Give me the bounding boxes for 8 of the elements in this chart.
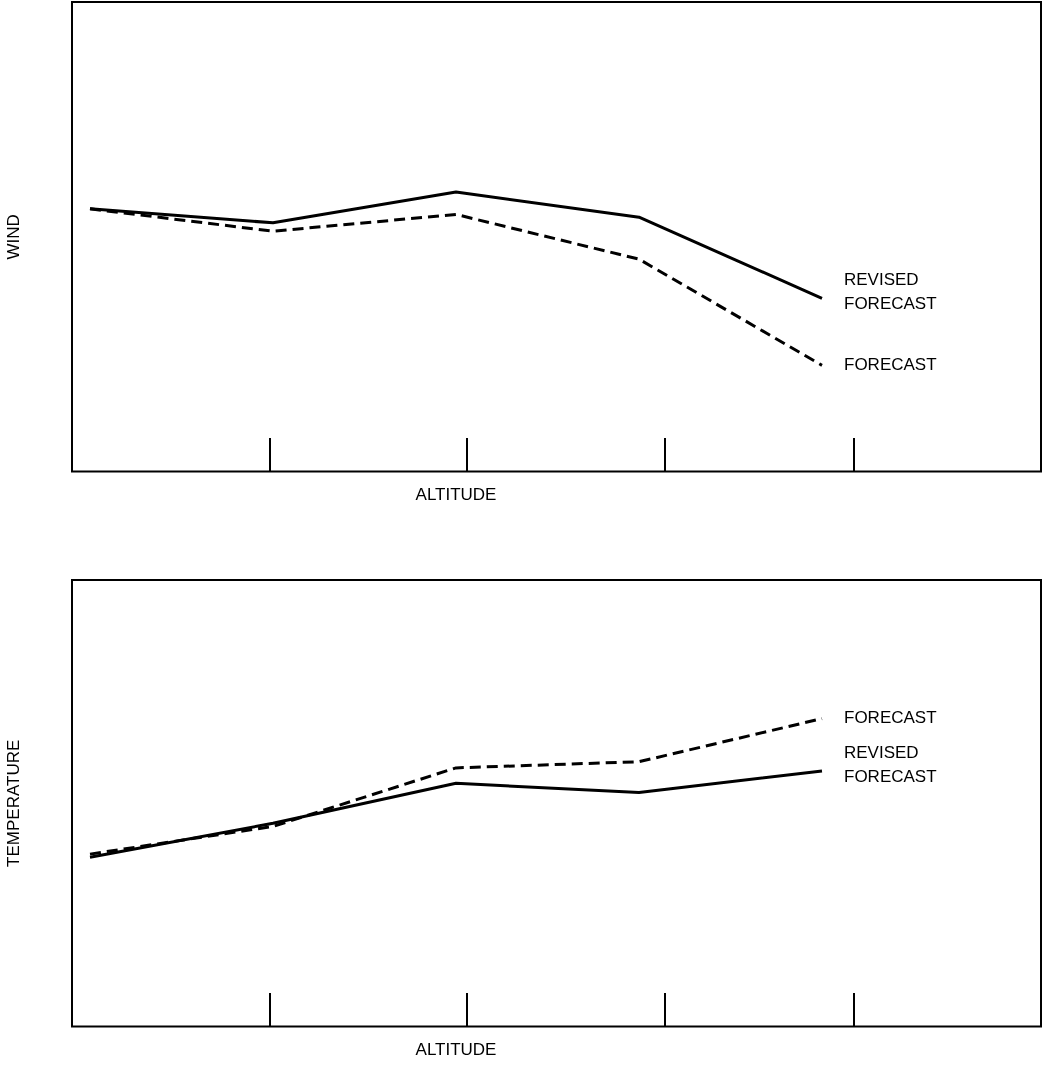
x-axis-title: ALTITUDE bbox=[415, 1040, 497, 1060]
y-axis-title: WIND bbox=[3, 214, 23, 260]
series-label: FORECAST bbox=[844, 708, 937, 728]
series-label: REVISED FORECAST bbox=[844, 742, 937, 786]
y-axis-title: TEMPERATURE bbox=[3, 739, 23, 867]
x-axis-title: ALTITUDE bbox=[415, 485, 497, 505]
series-label: FORECAST bbox=[844, 355, 937, 375]
series-label: REVISED FORECAST bbox=[844, 269, 937, 313]
